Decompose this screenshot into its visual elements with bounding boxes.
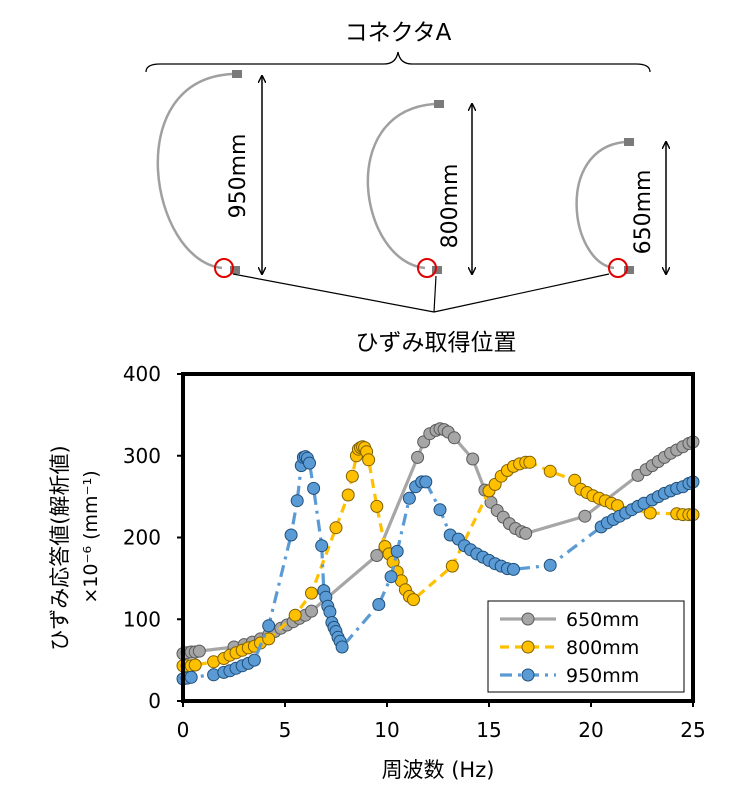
data-point [345, 469, 359, 483]
data-point [568, 473, 582, 487]
y-tick-label: 200 [123, 526, 161, 550]
y-tick-label: 300 [123, 444, 161, 468]
legend-marker [521, 640, 535, 654]
data-point [288, 608, 302, 622]
data-point [290, 494, 304, 508]
ticks-layer: 0 5 10 15 20 25 0 100 200 300 400 [123, 362, 706, 742]
data-point [362, 453, 376, 467]
y-tick-label: 100 [123, 607, 161, 631]
y-tick-label: 400 [123, 362, 161, 386]
data-point [307, 481, 321, 495]
x-tick-label: 15 [476, 718, 501, 742]
legend-marker [521, 668, 535, 682]
series-800mm [176, 440, 700, 673]
data-point [411, 450, 425, 464]
data-point [262, 619, 276, 633]
y-axis-label-line1: ひずみ応答値(解析値) [48, 445, 72, 650]
data-point [407, 593, 420, 607]
cable-wire [575, 140, 625, 270]
legend-marker [521, 612, 535, 626]
strain-point-marker [417, 258, 437, 278]
data-point [335, 640, 349, 654]
data-point [578, 509, 592, 523]
data-point [370, 499, 384, 513]
connector-plug [432, 266, 442, 274]
connector-label: コネクタA [345, 20, 452, 46]
x-tick-label: 5 [279, 718, 292, 742]
data-point [305, 586, 318, 600]
x-tick-label: 10 [374, 718, 399, 742]
data-point [402, 491, 416, 505]
connector-plug [624, 138, 634, 146]
data-point [247, 653, 261, 667]
data-point [419, 475, 433, 489]
y-tick-label: 0 [148, 689, 161, 713]
x-axis-label: 周波数 (Hz) [382, 758, 495, 782]
length-label: 800mm [438, 164, 463, 249]
connector-plug [624, 266, 634, 274]
strain-point-marker [214, 258, 234, 278]
cable-800: 800mm [366, 100, 472, 278]
data-point [447, 431, 461, 445]
data-point [329, 521, 343, 535]
cable-wire [156, 72, 233, 270]
data-point [445, 559, 459, 573]
leader-line [232, 273, 610, 313]
cable-diagram: コネクタA 950mm 800mm 650mm [145, 20, 666, 356]
data-point [315, 539, 329, 553]
data-point [519, 526, 533, 540]
data-point [507, 562, 520, 576]
length-label: 950mm [226, 134, 251, 219]
x-tick-label: 20 [578, 718, 603, 742]
data-point [188, 658, 202, 672]
data-point [390, 544, 404, 558]
data-point [303, 456, 316, 470]
data-point [305, 604, 318, 618]
data-point [384, 570, 398, 584]
cable-950: 950mm [156, 70, 262, 278]
connector-brace [145, 51, 651, 73]
legend-label: 950mm [566, 665, 639, 687]
x-tick-label: 0 [177, 718, 190, 742]
data-point [372, 598, 386, 611]
x-tick-label: 25 [680, 718, 705, 742]
cable-650: 650mm [575, 138, 666, 278]
data-point [284, 528, 298, 542]
legend-label: 650mm [566, 609, 639, 631]
legend-label: 800mm [566, 637, 639, 659]
connector-plug [230, 266, 240, 274]
data-point [543, 464, 557, 478]
data-point [543, 558, 557, 572]
data-point [323, 605, 337, 619]
cable-wire [366, 102, 435, 270]
legend-items: 650mm 800mm 950mm [500, 609, 639, 687]
series-line [182, 454, 694, 681]
chart: 0 5 10 15 20 25 0 100 200 300 400 周波数 (Hz) ひずみ応答値(… [48, 362, 706, 782]
legend: 650mm 800mm 950mm [487, 600, 685, 693]
data-point [192, 644, 206, 658]
length-label: 650mm [631, 170, 656, 255]
data-point [466, 452, 480, 466]
strain-point-marker [608, 258, 628, 278]
data-point [523, 455, 537, 469]
connector-plug [232, 70, 242, 78]
connector-plug [434, 100, 444, 108]
strain-location-label: ひずみ取得位置 [356, 330, 517, 356]
data-point [643, 506, 657, 520]
y-axis-label-line2: ×10⁻⁶ (mm⁻¹) [80, 470, 102, 603]
series-layer [176, 422, 700, 686]
data-point [341, 488, 355, 502]
data-point [184, 670, 198, 684]
data-point [433, 503, 447, 517]
